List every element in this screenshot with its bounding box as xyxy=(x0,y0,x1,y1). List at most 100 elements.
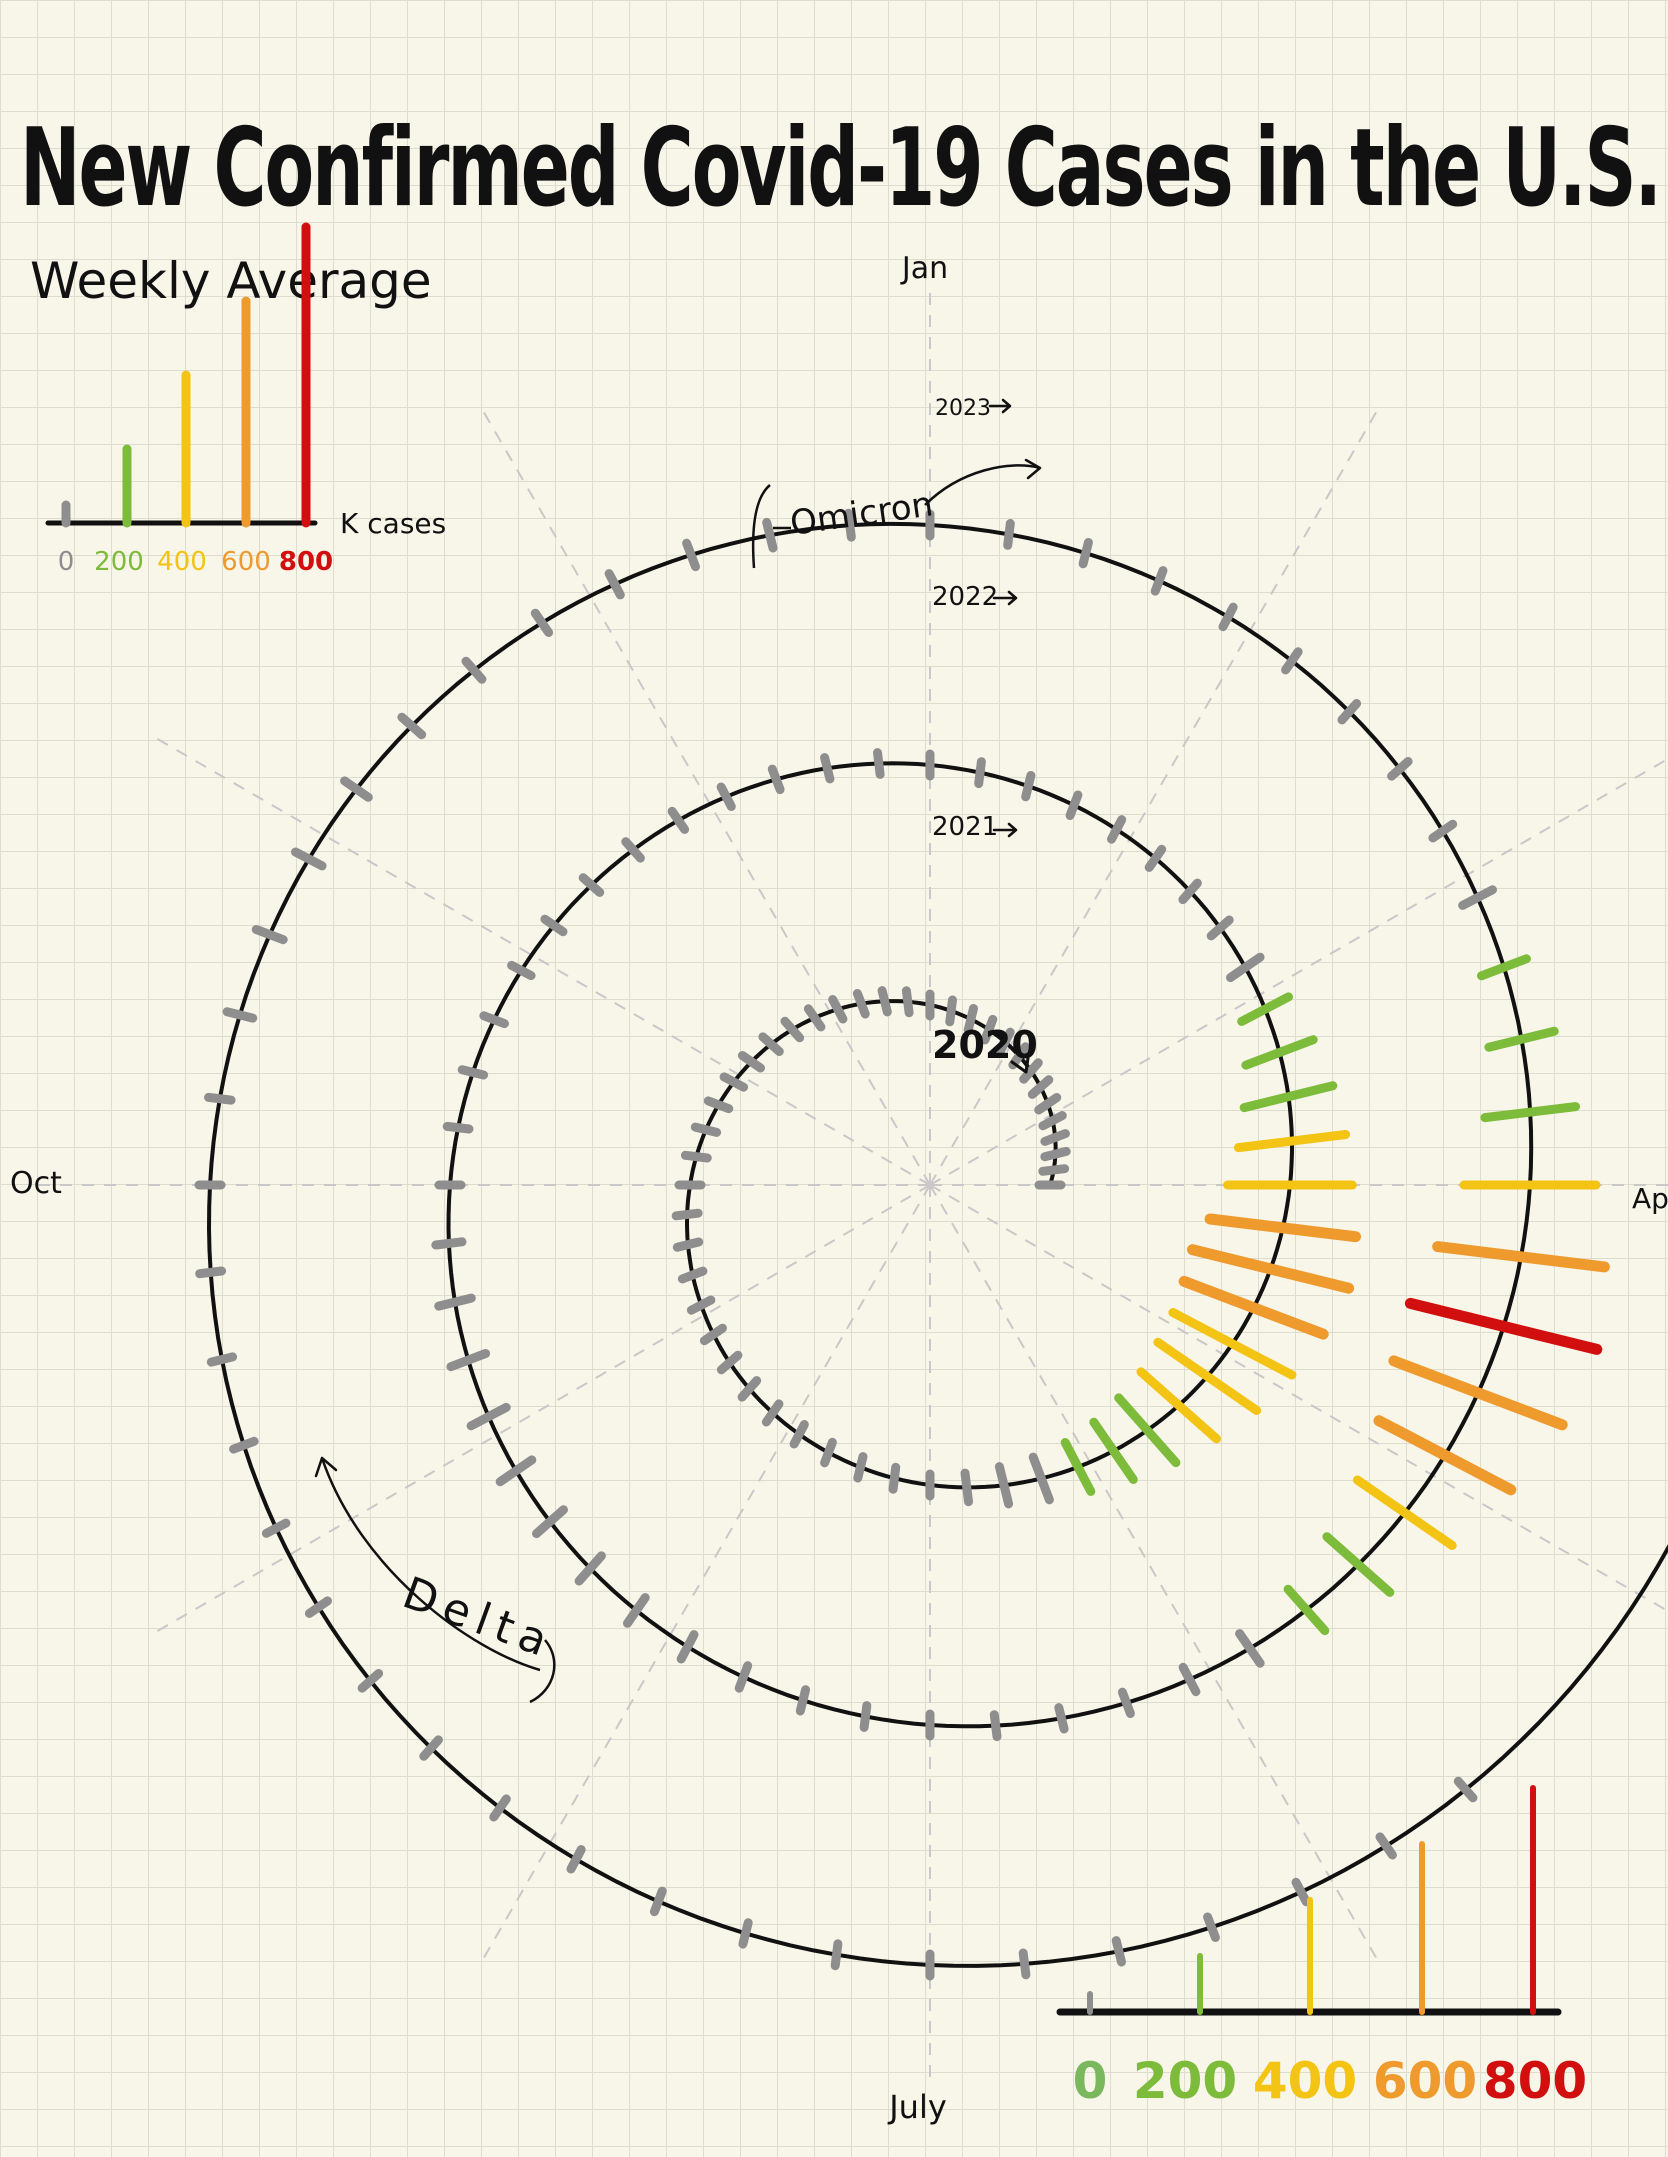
weekly-bar xyxy=(1028,1452,1054,1505)
weekly-bar xyxy=(667,806,690,834)
legend-large-tick-0: 0 xyxy=(1073,2052,1108,2110)
weekly-bar xyxy=(1136,1367,1221,1444)
weekly-bar xyxy=(901,986,914,1018)
weekly-bar xyxy=(828,995,848,1024)
weekly-bar xyxy=(1241,1035,1318,1070)
svg-text:2021: 2021 xyxy=(932,812,998,842)
legend-large-tick-600: 600 xyxy=(1373,2052,1477,2110)
weekly-bar xyxy=(1480,1102,1580,1123)
legend-small-unit: K cases xyxy=(340,507,446,540)
weekly-bar xyxy=(1027,1075,1054,1099)
weekly-bar xyxy=(1233,1130,1351,1153)
weekly-bar xyxy=(1114,1393,1181,1468)
weekly-bar xyxy=(1428,819,1458,843)
weekly-bar xyxy=(479,1011,509,1029)
legend-large-bars xyxy=(1087,1785,1536,2015)
weekly-bar xyxy=(963,1004,978,1035)
weekly-bar xyxy=(1065,790,1083,820)
weekly-bar xyxy=(1404,1297,1603,1355)
weekly-bar xyxy=(1038,1164,1070,1176)
weekly-bar xyxy=(1040,1146,1071,1162)
weekly-bar xyxy=(1239,1081,1338,1113)
weekly-bar xyxy=(1484,1026,1559,1052)
weekly-bar xyxy=(1453,1776,1478,1803)
weekly-bar xyxy=(677,1266,708,1284)
month-label-jan: Jan xyxy=(900,251,948,286)
weekly-bar xyxy=(680,1150,712,1163)
weekly-bar xyxy=(1150,566,1168,596)
month-guide-line xyxy=(929,405,1381,1186)
weekly-bar xyxy=(690,1122,722,1137)
weekly-bar xyxy=(1153,1337,1262,1415)
weekly-bar xyxy=(304,1596,332,1618)
weekly-bar xyxy=(495,1455,537,1487)
weekly-bar xyxy=(716,1350,743,1375)
weekly-bar xyxy=(820,753,835,784)
weekly-bar xyxy=(989,1710,1002,1742)
weekly-bar xyxy=(1054,1703,1069,1734)
weekly-bar xyxy=(682,538,700,572)
weekly-bar xyxy=(1038,1111,1067,1131)
weekly-bar xyxy=(397,712,427,740)
weekly-bar xyxy=(578,873,605,897)
weekly-bar xyxy=(703,1096,734,1114)
weekly-bar xyxy=(738,1918,753,1949)
weekly-bar xyxy=(1008,1042,1030,1070)
weekly-bar xyxy=(719,1072,749,1092)
weekly-bar xyxy=(734,1661,753,1693)
annotation-delta: Delta xyxy=(314,1456,562,1704)
weekly-bar xyxy=(1206,915,1234,941)
legend-small: 0 200 400 600 800 K cases xyxy=(45,222,446,577)
weekly-bar xyxy=(716,782,736,811)
weekly-bar xyxy=(1117,1687,1135,1718)
weekly-bar xyxy=(1203,1912,1220,1942)
year-label-2022: 2022 xyxy=(932,582,1018,612)
weekly-bar xyxy=(461,656,487,684)
weekly-bar xyxy=(1168,1308,1297,1380)
weekly-bar xyxy=(780,1016,805,1043)
month-label-apr: Apr xyxy=(1632,1182,1668,1215)
svg-text:Omicron: Omicron xyxy=(788,484,936,544)
weekly-bar xyxy=(204,1092,236,1105)
weekly-bar xyxy=(877,986,892,1017)
weekly-bar xyxy=(686,1295,716,1315)
weekly-bar xyxy=(1060,1438,1096,1496)
weekly-bar xyxy=(1178,1662,1201,1697)
weekly-bar xyxy=(888,1462,901,1494)
weekly-bar xyxy=(1111,1936,1126,1967)
weekly-bar xyxy=(803,1004,826,1032)
month-guide-line xyxy=(479,1184,931,1965)
weekly-bar xyxy=(434,1293,476,1311)
weekly-bar xyxy=(1375,1832,1397,1860)
legend-small-tick-800: 800 xyxy=(279,547,333,577)
weekly-bar xyxy=(457,1065,489,1080)
legend-small-bars xyxy=(61,222,311,528)
weekly-bar xyxy=(1352,1475,1457,1550)
month-guides xyxy=(30,285,1668,2085)
weekly-bar xyxy=(540,914,568,937)
svg-text:2020: 2020 xyxy=(932,1023,1038,1067)
weekly-bar xyxy=(649,1886,667,1917)
legend-small-tick-0: 0 xyxy=(58,547,75,577)
weekly-bar xyxy=(994,1462,1014,1509)
weekly-bars xyxy=(194,508,1610,1981)
weekly-bar xyxy=(1089,1417,1138,1484)
weekly-bar xyxy=(980,1014,998,1045)
weekly-bar xyxy=(1021,771,1036,802)
weekly-bar xyxy=(489,1794,511,1822)
weekly-bar xyxy=(206,1352,238,1367)
weekly-bar xyxy=(446,1349,491,1372)
month-guide-line xyxy=(929,757,1668,1186)
weekly-bar xyxy=(672,1237,704,1252)
legend-large: 0 200 400 600 800 xyxy=(1056,1785,1587,2110)
legend-large-tick-200: 200 xyxy=(1133,2052,1237,2110)
weekly-bar xyxy=(1237,992,1293,1026)
month-label-oct: Oct xyxy=(10,1166,62,1201)
weekly-bar xyxy=(1187,1244,1355,1294)
weekly-bar xyxy=(604,569,625,600)
legend-small-tick-200: 200 xyxy=(94,547,144,577)
weekly-bar xyxy=(261,1518,291,1538)
weekly-bar xyxy=(621,837,645,863)
weekly-bar xyxy=(1107,815,1127,844)
